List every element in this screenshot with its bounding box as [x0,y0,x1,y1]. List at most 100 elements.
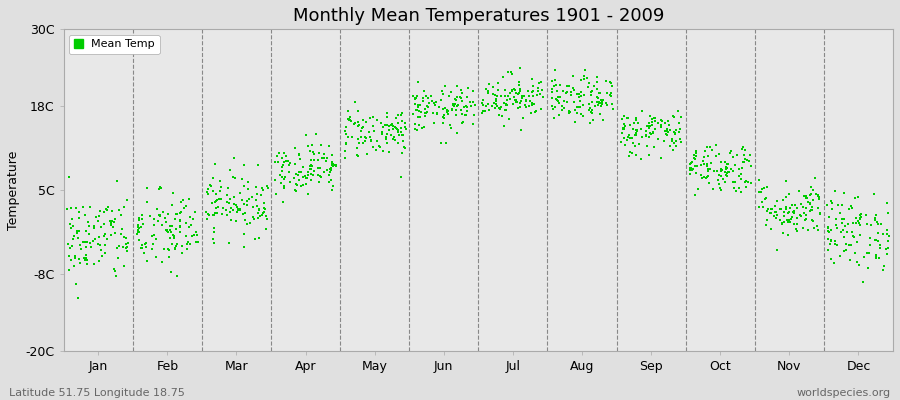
Point [835,227,850,233]
Point [821,225,835,232]
Point [582,105,597,112]
Point [535,87,549,94]
Point [781,217,796,224]
Point [697,154,711,161]
Point [505,87,519,93]
Point [830,242,844,248]
Point [512,100,526,106]
Point [324,176,338,183]
Point [824,238,839,244]
Point [173,218,187,224]
Point [544,103,559,109]
Point [104,220,119,226]
Point [226,207,240,213]
Point [256,210,271,216]
Point [698,148,712,154]
Point [643,113,657,120]
Point [157,246,171,252]
Point [616,126,631,132]
Point [505,88,519,94]
Point [460,104,474,110]
Point [168,211,183,217]
Point [690,186,705,192]
Point [242,196,256,202]
Point [410,107,424,114]
Point [399,126,413,132]
Point [651,136,665,142]
Point [498,93,512,100]
Point [110,245,124,251]
Point [446,103,461,110]
Point [446,101,460,108]
Point [729,188,743,194]
Point [362,128,376,135]
Point [259,226,274,232]
Point [191,239,205,245]
Point [497,123,511,129]
Point [306,148,320,155]
Point [184,233,199,240]
Point [653,155,668,161]
Point [131,216,146,223]
Point [732,172,746,179]
Point [313,165,328,172]
Point [202,212,216,219]
Point [275,164,290,170]
Point [215,210,230,217]
Point [392,132,406,138]
Point [434,96,448,103]
Point [449,130,464,136]
Point [386,126,400,133]
Point [441,107,455,114]
Point [688,170,703,176]
Point [486,84,500,90]
Point [283,160,297,167]
Point [599,89,614,96]
Point [582,101,597,108]
Point [73,242,87,248]
Point [567,99,581,106]
Point [662,129,676,135]
Point [851,262,866,268]
Point [439,140,454,146]
Point [386,134,400,140]
Point [426,110,440,117]
Point [513,65,527,72]
Point [329,163,344,169]
Point [562,109,577,115]
Point [382,149,396,156]
Point [61,241,76,247]
Point [843,257,858,263]
Point [311,165,326,171]
Point [627,132,642,138]
Point [587,83,601,90]
Point [556,98,571,104]
Point [581,84,596,91]
Point [298,172,312,179]
Point [528,108,543,115]
Point [173,222,187,229]
Point [787,208,801,214]
Point [237,244,251,250]
Point [288,145,302,152]
Point [878,263,892,270]
Point [550,97,564,103]
Point [717,159,732,165]
Point [458,112,473,118]
Point [670,138,684,144]
Point [348,99,363,105]
Point [880,231,895,238]
Point [687,152,701,158]
Point [534,78,548,85]
Point [868,237,883,244]
Point [153,213,167,219]
Point [860,265,875,271]
Point [115,226,130,232]
Point [155,258,169,265]
Point [788,220,802,227]
Point [288,161,302,168]
Point [666,113,680,120]
Point [304,166,319,172]
Point [317,150,331,157]
Point [101,204,115,210]
